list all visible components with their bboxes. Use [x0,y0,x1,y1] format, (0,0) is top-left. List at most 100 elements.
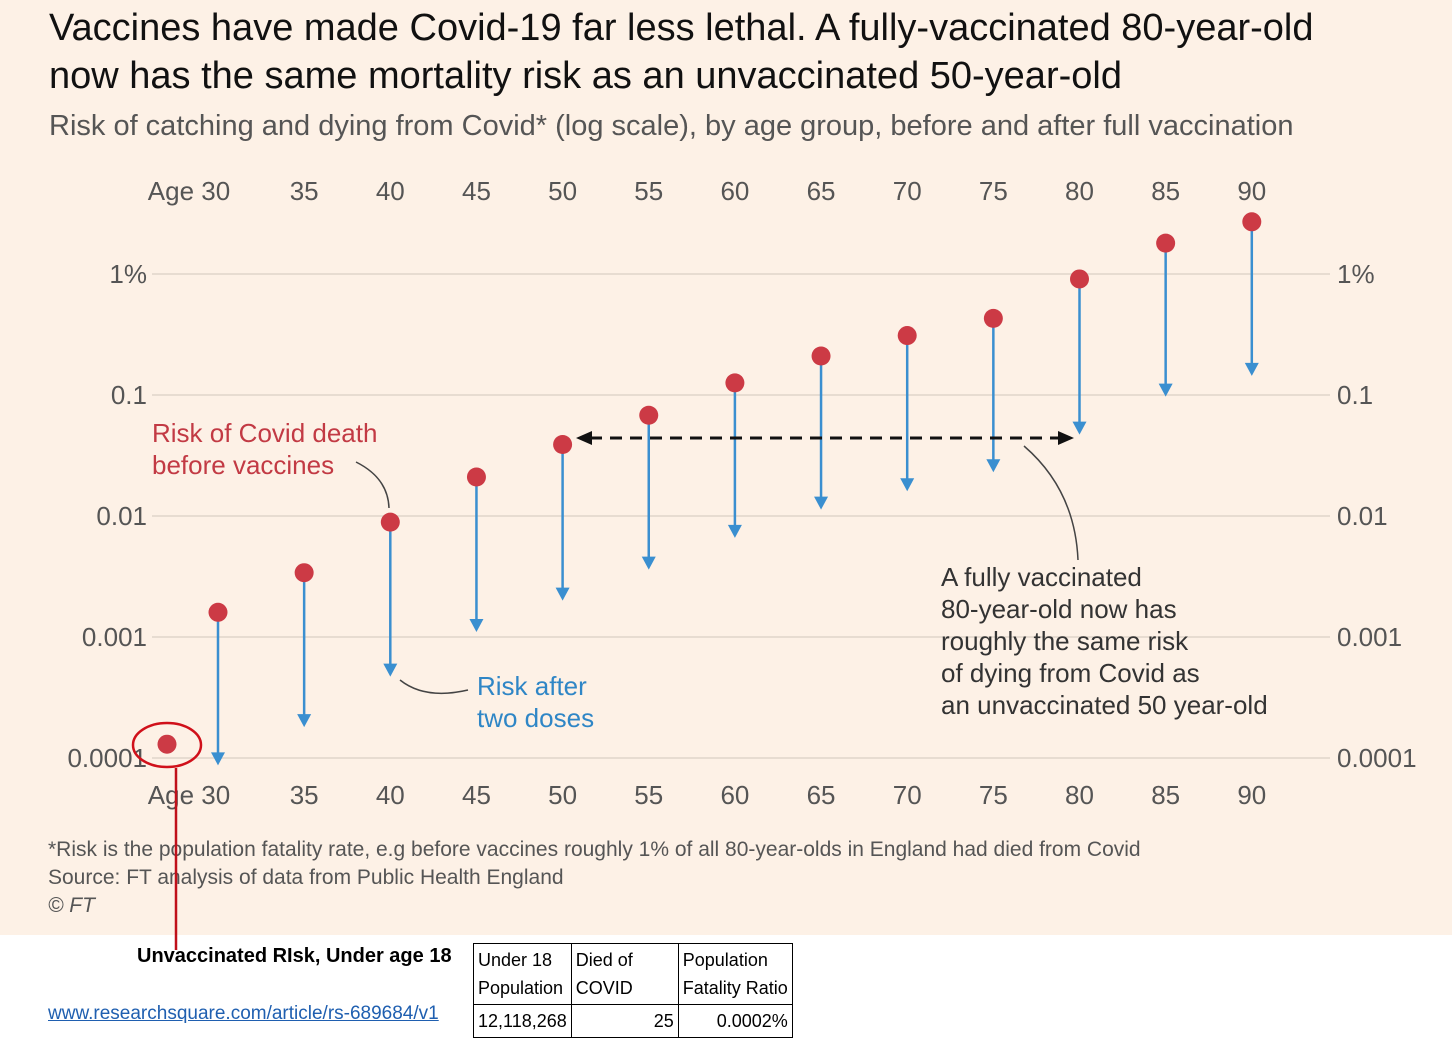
after-annotation: two doses [477,703,594,733]
arrowhead [641,556,656,570]
before-vaccine-dot [1156,233,1176,253]
x-tick-label-top: 90 [1237,176,1266,206]
x-tick-label-top: 70 [893,176,922,206]
table-header-row: Under 18 Population Died of COVID Populati… [473,943,793,1005]
source: Source: FT analysis of data from Public … [48,866,564,889]
deaths-cell: 25 [570,1004,679,1038]
y-tick-label-right: 1% [1337,259,1375,289]
arrowhead [727,524,742,538]
copyright: © FT [48,894,95,917]
x-tick-label-top: 65 [807,176,836,206]
before-vaccine-dot [1070,269,1089,289]
arrowhead [297,714,312,728]
before-vaccine-dot [294,563,314,583]
before-vaccine-dot [466,467,486,487]
arrowhead [1072,421,1087,435]
comparison-annotation: of dying from Covid as [941,658,1200,688]
y-tick-label-right: 0.001 [1337,622,1402,652]
table-row: 12,118,268 25 0.0002% [473,1004,793,1038]
arrowhead-right [1058,431,1074,445]
chart-svg: 1% 1% 0.1 0.1 0.01 0.01 0.001 0.001 0.0001 0.0001… [67,176,1417,810]
arrowhead [900,478,915,492]
x-tick-label-top: 50 [548,176,577,206]
comparison-annotation: an unvaccinated 50 year-old [941,690,1268,720]
before-vaccine-dot [380,512,400,532]
chart-subtitle: Risk of catching and dying from Covid* (… [49,110,1294,142]
title-line-1: Vaccines have made Covid-19 far less let… [49,7,1314,49]
y-tick-label-left: 0.001 [82,622,147,652]
arrowhead [383,663,398,677]
comparison-annotation: roughly the same risk [941,626,1189,656]
x-tick-label-bottom: 80 [1065,780,1094,810]
x-tick-label-top: 85 [1151,176,1180,206]
x-tick-label-top: 55 [634,176,663,206]
title-line-2: now has the same mortality risk as an un… [49,55,1122,97]
before-vaccine-dot [983,308,1003,328]
arrowhead [1244,362,1259,376]
x-tick-label-bottom: 85 [1151,780,1180,810]
before-vaccine-dot [553,434,573,454]
x-tick-label-top: 80 [1065,176,1094,206]
x-tick-label-top: Age 30 [148,176,230,206]
arrowhead [555,587,570,601]
leader-line [399,679,469,695]
comparison-annotation: 80-year-old now has [941,594,1177,624]
header-cell: Under 18 Population [473,943,572,1005]
h: Under 18 [478,950,553,970]
x-tick-label-bottom: 65 [807,780,836,810]
h: COVID [575,978,633,998]
before-vaccine-dot [897,326,917,346]
leader-line [1023,445,1079,561]
h: Died of [575,950,633,970]
before-vaccine-dot [208,602,228,622]
x-tick-label-top: 60 [720,176,749,206]
x-tick-label-bottom: 50 [548,780,577,810]
before-annotation: before vaccines [152,450,334,480]
x-tick-label-bottom: 90 [1237,780,1266,810]
header-cell: Died of COVID [570,943,679,1005]
footnote: *Risk is the population fatality rate, e… [48,838,1141,861]
before-vaccine-dot [639,405,659,425]
arrowhead [211,752,225,766]
header-cell: Population Fatality Ratio [677,943,793,1005]
leader-line [355,461,390,509]
arrowhead [1158,383,1173,397]
y-tick-label-right: 0.0001 [1337,743,1417,773]
arrowhead [986,459,1001,473]
population-cell: 12,118,268 [473,1004,572,1038]
under18-table: Under 18 Population Died of COVID Populati… [473,943,793,1038]
h: Population [478,978,564,998]
x-tick-label-bottom: 45 [462,780,491,810]
x-tick-label-bottom: 35 [290,780,319,810]
y-tick-label-left: 1% [109,259,147,289]
ft-chart-panel: Vaccines have made Covid-19 far less let… [0,0,1452,935]
before-vaccine-dot [1242,212,1262,232]
before-vaccine-dot [725,373,745,393]
y-tick-label-right: 0.1 [1337,380,1373,410]
x-tick-label-bottom: Age 30 [148,780,230,810]
under18-label: Unvaccinated RIsk, Under age 18 [137,945,452,967]
chart-title: Vaccines have made Covid-19 far less let… [49,4,1314,100]
y-tick-label-left: 0.01 [96,501,147,531]
x-tick-label-bottom: 75 [979,780,1008,810]
y-tick-label-right: 0.01 [1337,501,1388,531]
source-link[interactable]: www.researchsquare.com/article/rs-689684… [48,1003,439,1024]
arrowhead [814,496,829,510]
arrowhead [469,618,484,632]
before-annotation: Risk of Covid death [152,418,377,448]
x-tick-label-bottom: 60 [720,780,749,810]
h: Fatality Ratio [682,978,788,998]
under18-dot [157,734,177,754]
x-tick-label-bottom: 40 [376,780,405,810]
ratio-cell: 0.0002% [677,1004,793,1038]
comparison-annotation: A fully vaccinated [941,562,1142,592]
after-annotation: Risk after [477,671,587,701]
x-tick-label-bottom: 70 [893,780,922,810]
x-tick-label-top: 75 [979,176,1008,206]
before-vaccine-dot [811,346,831,366]
y-tick-label-left: 0.0001 [67,743,147,773]
arrowhead-left [576,431,592,445]
x-tick-label-bottom: 55 [634,780,663,810]
x-tick-label-top: 35 [290,176,319,206]
x-tick-label-top: 40 [376,176,405,206]
